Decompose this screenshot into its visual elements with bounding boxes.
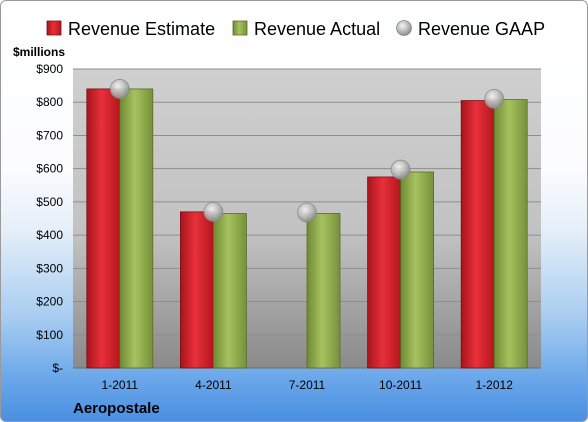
y-tick-label: $200 <box>36 295 63 309</box>
y-tick-label: $700 <box>36 128 63 142</box>
bar-revenue-actual <box>493 99 528 369</box>
x-tick-label: 1-2011 <box>102 378 139 392</box>
marker-revenue-gaap <box>297 202 317 223</box>
y-tick-label: $400 <box>36 228 63 242</box>
company-label: Aeropostale <box>73 400 160 417</box>
bar-revenue-actual <box>306 213 341 369</box>
legend: Revenue Estimate Revenue Actual Revenue GA… <box>46 19 545 39</box>
x-tick-label: 1-2012 <box>476 378 514 392</box>
y-tick-label: $900 <box>36 62 63 76</box>
bar-revenue-estimate <box>367 176 402 369</box>
marker-revenue-gaap <box>484 89 505 109</box>
legend-label: Revenue Estimate <box>68 19 215 39</box>
legend-label: Revenue GAAP <box>418 19 545 39</box>
marker-revenue-gaap <box>390 159 411 180</box>
gaap-markers <box>109 79 505 223</box>
y-axis-unit-label: $millions <box>13 45 65 59</box>
bar-revenue-actual <box>400 171 435 369</box>
y-tick-label: $300 <box>36 261 63 275</box>
bar-revenue-estimate <box>460 100 495 369</box>
y-tick-label: $- <box>52 361 63 375</box>
marker-revenue-gaap <box>109 79 130 99</box>
y-tick-label: $500 <box>36 195 63 209</box>
legend-swatch <box>396 20 412 36</box>
bars <box>86 88 528 369</box>
x-tick-label: 10-2011 <box>379 378 422 392</box>
y-axis-ticks: $- $100 $200 $300 $400 $500 $600 $700 $800 $900 <box>36 62 63 375</box>
legend-swatch <box>232 20 248 36</box>
bar-revenue-actual <box>212 213 247 369</box>
y-tick-label: $800 <box>36 95 63 109</box>
y-tick-label: $600 <box>36 162 63 176</box>
marker-revenue-gaap <box>203 201 224 222</box>
y-tick-label: $100 <box>36 328 63 342</box>
legend-label: Revenue Actual <box>254 19 380 39</box>
bar-revenue-estimate <box>86 88 121 369</box>
bar-revenue-actual <box>119 88 154 369</box>
legend-swatch <box>46 20 62 36</box>
x-tick-label: 4-2011 <box>195 378 232 392</box>
bar-revenue-estimate <box>179 211 214 369</box>
x-axis-ticks: 1-2011 4-2011 7-2011 10-2011 1-2012 <box>102 378 514 392</box>
x-tick-label: 7-2011 <box>289 378 326 392</box>
